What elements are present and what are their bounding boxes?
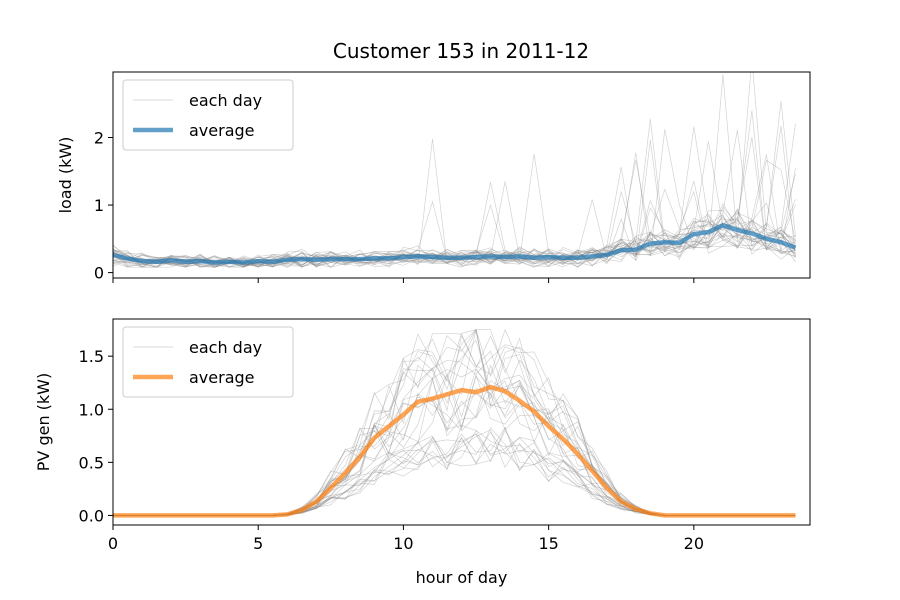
y-tick-label: 0 bbox=[94, 264, 104, 283]
daily-series-line bbox=[113, 199, 796, 267]
y-tick-label: 1 bbox=[94, 196, 104, 215]
x-tick-label: 0 bbox=[108, 534, 118, 553]
y-tick-label: 1.0 bbox=[79, 400, 104, 419]
legend: each day average bbox=[122, 79, 294, 151]
legend-frame bbox=[122, 326, 294, 398]
daily-series-line bbox=[113, 101, 796, 268]
y-tick-label: 0.0 bbox=[79, 506, 104, 525]
legend-frame bbox=[122, 79, 294, 151]
x-tick-label: 5 bbox=[253, 534, 263, 553]
y-tick-label: 2 bbox=[94, 129, 104, 148]
x-tick-label: 20 bbox=[684, 534, 704, 553]
pv-panel: 0 5 10 15 20 0.0 0.5 1.0 1.5 PV gen (kW) hour of d… bbox=[34, 318, 811, 587]
chart-title: Customer 153 in 2011-12 bbox=[333, 39, 589, 63]
y-axis-label: PV gen (kW) bbox=[34, 373, 53, 471]
plot-area bbox=[113, 72, 797, 268]
legend-label-average: average bbox=[189, 368, 255, 387]
axes-frame bbox=[112, 71, 811, 279]
average-series-line bbox=[113, 384, 796, 518]
load-panel: 0 1 2 load (kW) each day average bbox=[56, 71, 811, 283]
y-tick-label: 0.5 bbox=[79, 453, 104, 472]
plot-area bbox=[113, 328, 796, 518]
y-tick-label: 1.5 bbox=[79, 347, 104, 366]
y-axis-label: load (kW) bbox=[56, 137, 75, 214]
x-axis-label: hour of day bbox=[416, 568, 508, 587]
legend-label-daily: each day bbox=[189, 338, 262, 357]
legend: each day average bbox=[122, 326, 294, 398]
legend-label-average: average bbox=[189, 121, 255, 140]
x-tick-label: 10 bbox=[393, 534, 413, 553]
daily-series-line bbox=[113, 74, 796, 268]
x-tick-label: 15 bbox=[538, 534, 558, 553]
average-series-line bbox=[113, 223, 797, 265]
axes-frame bbox=[112, 318, 811, 526]
legend-label-daily: each day bbox=[189, 91, 262, 110]
daily-series-line bbox=[113, 203, 796, 268]
